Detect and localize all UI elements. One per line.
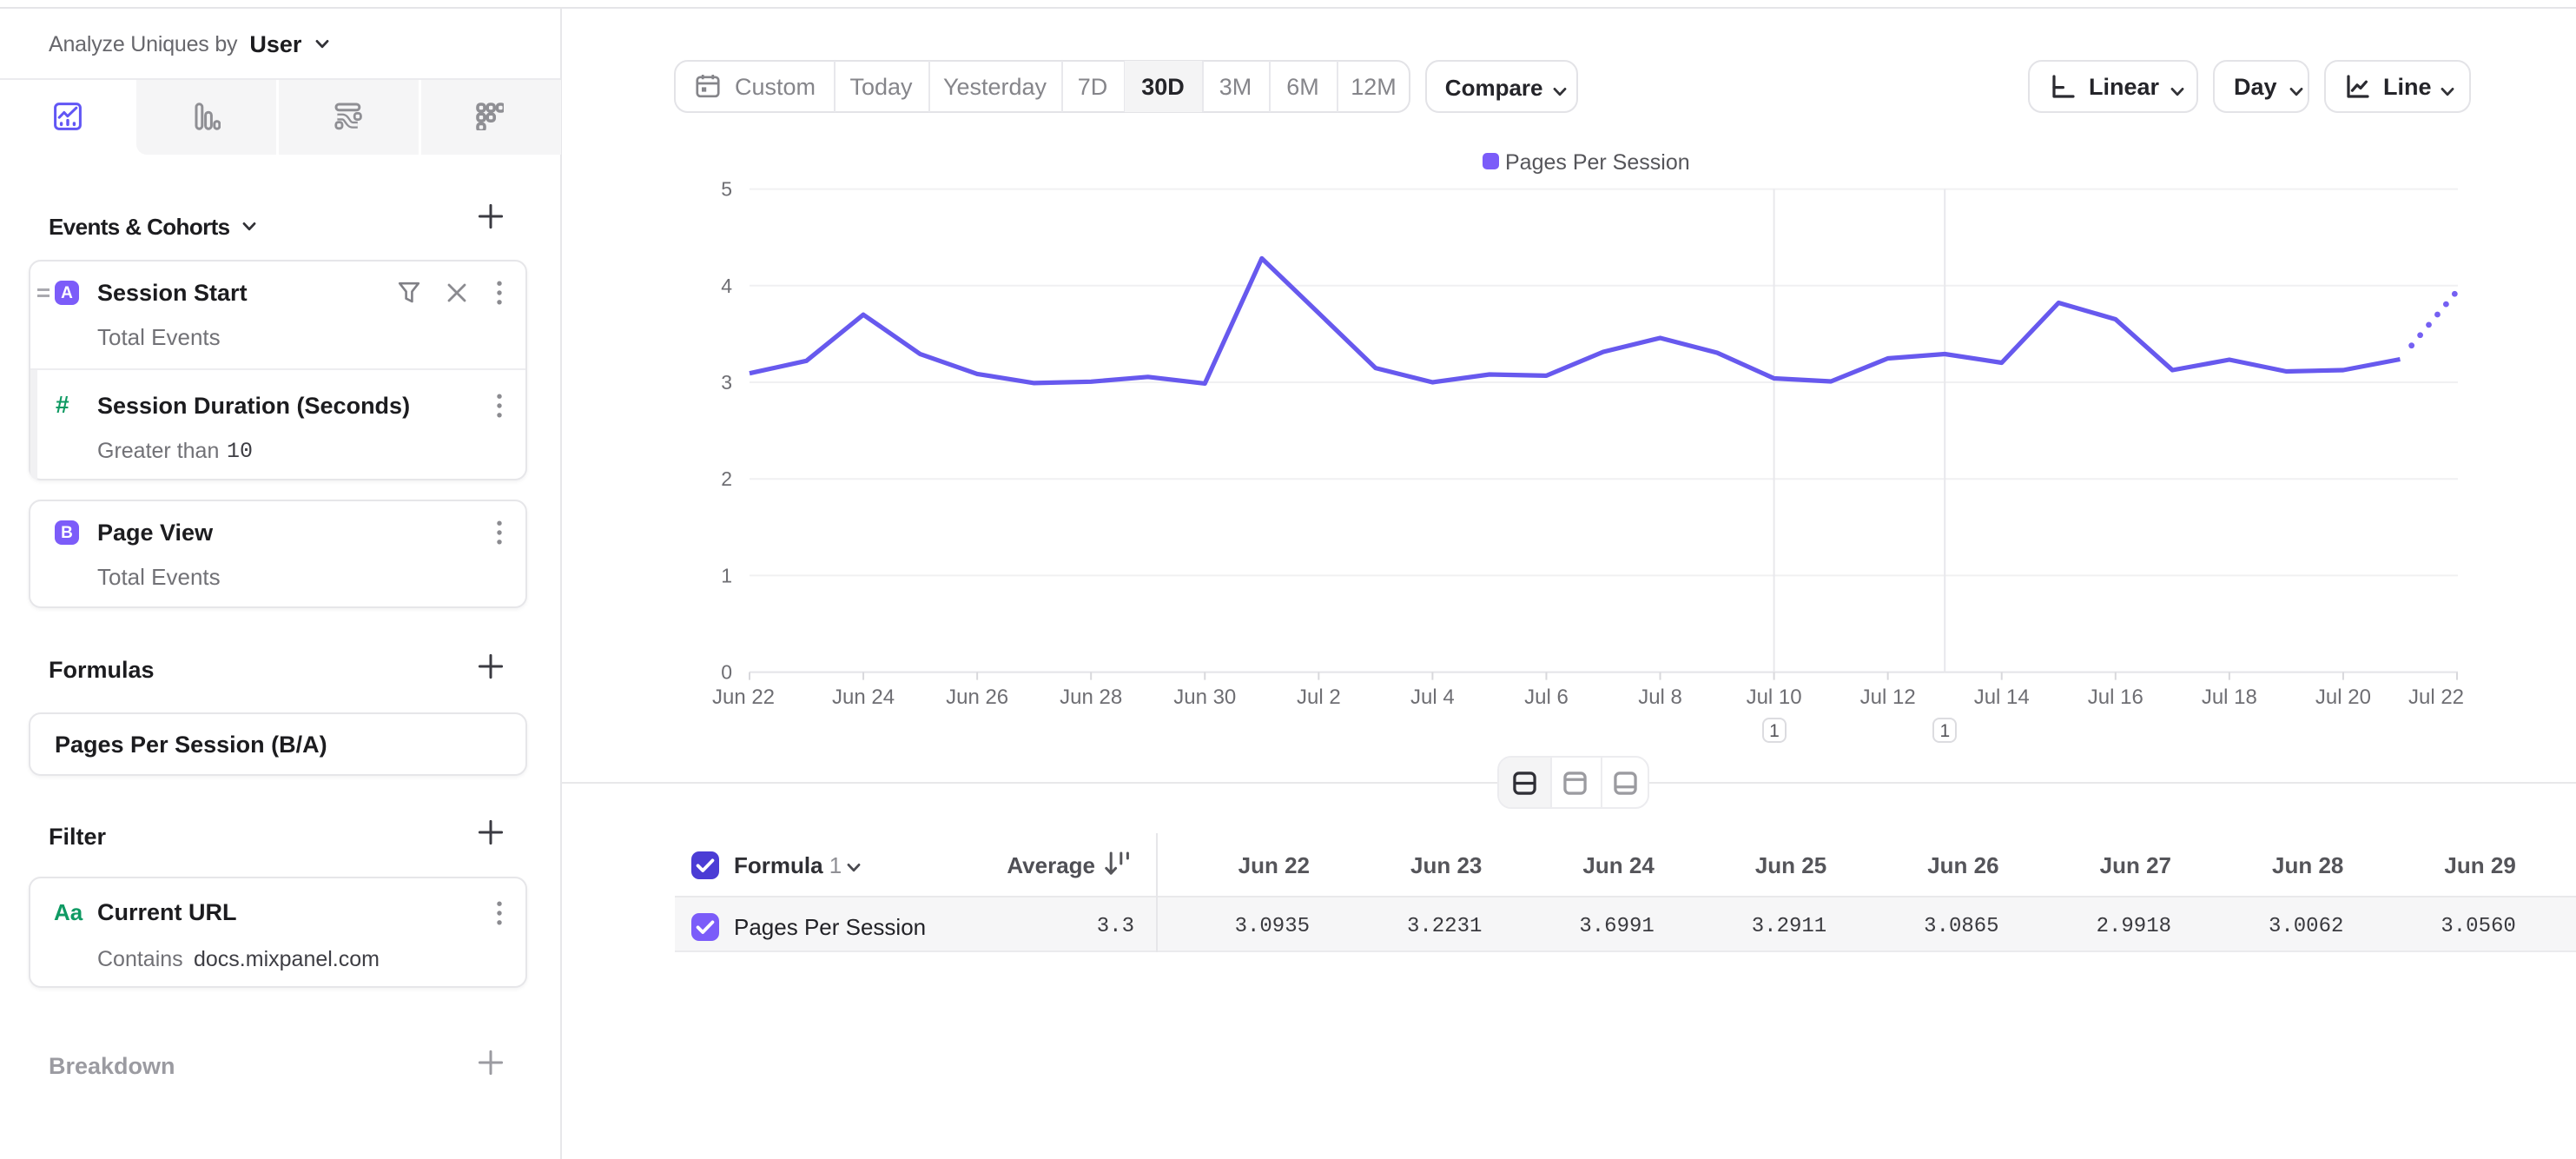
svg-text:Jul 12: Jul 12 bbox=[1860, 685, 1916, 709]
svg-text:Jul 4: Jul 4 bbox=[1410, 685, 1455, 709]
svg-text:Jul 20: Jul 20 bbox=[2315, 685, 2371, 709]
svg-text:3: 3 bbox=[721, 371, 732, 394]
svg-text:5: 5 bbox=[721, 178, 732, 201]
svg-text:1: 1 bbox=[721, 564, 732, 586]
svg-text:Jul 2: Jul 2 bbox=[1297, 685, 1341, 709]
svg-text:Jul 10: Jul 10 bbox=[1747, 685, 1802, 709]
svg-text:Jul 16: Jul 16 bbox=[2088, 685, 2143, 709]
svg-text:Jul 8: Jul 8 bbox=[1638, 685, 1682, 709]
svg-text:Jun 22: Jun 22 bbox=[712, 685, 775, 709]
svg-text:2: 2 bbox=[721, 467, 732, 490]
svg-text:Jul 14: Jul 14 bbox=[1974, 685, 2030, 709]
svg-text:0: 0 bbox=[721, 661, 732, 684]
svg-text:4: 4 bbox=[721, 275, 732, 297]
svg-text:Jul 22: Jul 22 bbox=[2408, 685, 2464, 709]
svg-text:Jun 24: Jun 24 bbox=[832, 685, 895, 709]
svg-text:Jun 26: Jun 26 bbox=[946, 685, 1008, 709]
svg-text:Jul 6: Jul 6 bbox=[1524, 685, 1569, 709]
svg-text:Jun 28: Jun 28 bbox=[1060, 685, 1122, 709]
svg-text:Jun 30: Jun 30 bbox=[1173, 685, 1236, 709]
svg-text:Jul 18: Jul 18 bbox=[2202, 685, 2257, 709]
